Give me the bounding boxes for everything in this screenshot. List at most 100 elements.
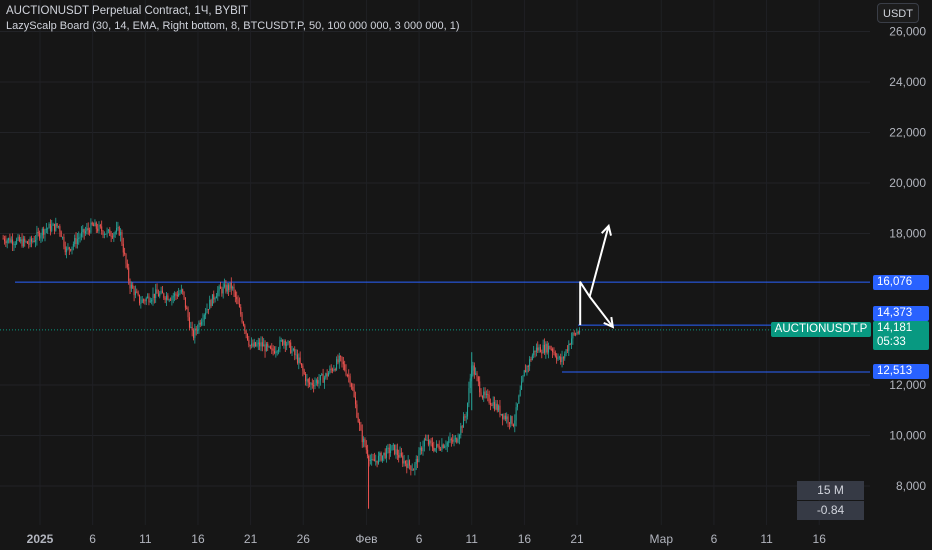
candle-body: [99, 225, 101, 227]
candle-body: [329, 368, 331, 373]
candle-body: [261, 342, 263, 347]
candle-body: [503, 415, 505, 419]
candle-body: [454, 438, 456, 440]
candle-body: [63, 237, 65, 247]
candle-body: [233, 287, 235, 292]
candle-body: [468, 387, 470, 404]
candle-body: [448, 441, 450, 443]
candle-body: [473, 365, 475, 375]
candle-body: [98, 225, 100, 231]
candle-body: [469, 378, 471, 388]
candle-body: [82, 229, 84, 233]
candle-body: [67, 247, 69, 249]
candle-body: [573, 333, 575, 335]
candle-body: [287, 341, 289, 345]
candle-body: [164, 297, 166, 300]
candle-body: [238, 303, 240, 307]
candle-body: [554, 352, 556, 357]
candle-body: [514, 420, 516, 426]
candle-body: [140, 302, 142, 304]
candle-body: [249, 345, 251, 347]
candle-body: [167, 295, 169, 300]
candle-body: [419, 447, 421, 451]
candle-body: [518, 395, 520, 404]
candle-body: [57, 226, 59, 228]
candle-body: [332, 369, 334, 371]
candle-body: [523, 370, 525, 377]
candle-body: [310, 383, 312, 385]
candle-body: [372, 459, 374, 461]
candle-body: [25, 241, 27, 243]
candle-body: [118, 227, 120, 236]
candle-body: [492, 402, 494, 406]
candle-body: [151, 300, 153, 302]
candle-body: [577, 332, 579, 334]
candle-body: [56, 223, 58, 227]
candle-body: [346, 374, 348, 376]
candle-body: [464, 416, 466, 418]
candle-body: [510, 416, 512, 424]
arrow-head: [603, 316, 615, 329]
candle-body: [259, 342, 261, 347]
currency-button[interactable]: USDT: [877, 3, 919, 23]
candle-body: [180, 289, 182, 293]
candle-body: [380, 453, 382, 461]
candle-body: [376, 460, 378, 464]
candle-body: [240, 306, 242, 315]
candle-body: [97, 228, 99, 231]
candle-body: [183, 291, 185, 298]
candle-body: [334, 369, 336, 371]
level-tag-low[interactable]: 12,513: [873, 364, 929, 379]
candle-body: [336, 359, 338, 370]
candle-body: [37, 231, 39, 233]
candle-body: [51, 225, 53, 231]
candle-body: [381, 455, 383, 461]
x-axis-tick-label: 21: [570, 532, 584, 546]
candle-body: [207, 309, 209, 311]
candle-body: [303, 370, 305, 374]
candle-body: [33, 240, 35, 242]
candle-body: [306, 379, 308, 382]
candle-body: [111, 236, 113, 238]
candle-body: [498, 405, 500, 411]
candle-body: [499, 405, 501, 415]
candle-body: [210, 300, 212, 306]
candle-body: [460, 426, 462, 436]
candle-body: [32, 240, 34, 242]
candle-body: [342, 361, 344, 365]
candle-body: [422, 446, 424, 452]
candle-body: [273, 350, 275, 354]
candle-body: [487, 394, 489, 396]
candle-body: [53, 223, 55, 231]
candle-body: [572, 333, 574, 339]
candle-body: [403, 460, 405, 464]
candle-body: [283, 340, 285, 345]
candle-body: [377, 455, 379, 464]
candle-body: [456, 438, 458, 443]
candle-body: [398, 455, 400, 458]
candle-body: [340, 355, 342, 357]
candle-body: [41, 229, 43, 236]
candle-body: [157, 293, 159, 297]
level-tag-mid[interactable]: 14,373: [873, 306, 929, 321]
candle-body: [55, 223, 57, 231]
level-tag-high[interactable]: 16,076: [873, 275, 929, 290]
candle-body: [182, 289, 184, 292]
candle-body: [188, 317, 190, 328]
candle-body: [348, 375, 350, 377]
candle-body: [144, 300, 146, 302]
candle-body: [213, 294, 215, 300]
candle-body: [457, 439, 459, 443]
candle-body: [485, 394, 487, 396]
candle-body: [427, 439, 429, 445]
candle-body: [291, 350, 293, 354]
candle-body: [556, 356, 558, 360]
candle-body: [43, 229, 45, 235]
volume-stat: 15 M: [797, 481, 864, 500]
y-axis-tick-label: 12,000: [889, 378, 926, 392]
candle-body: [87, 228, 89, 231]
candle-body: [276, 351, 278, 353]
x-axis-tick-label: Фев: [355, 532, 377, 546]
candle-body: [433, 447, 435, 451]
